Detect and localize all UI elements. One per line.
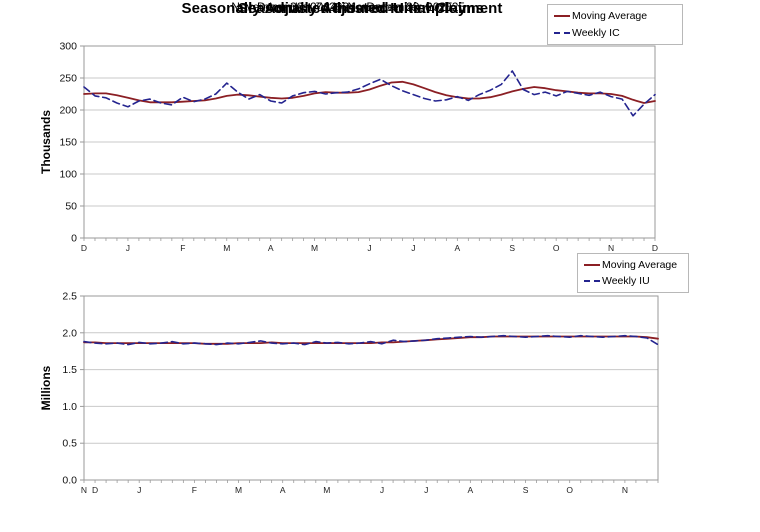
x-month-label: J (411, 243, 415, 253)
y-tick-label: 300 (59, 41, 77, 53)
x-month-label: J (424, 485, 428, 495)
x-month-label: J (126, 243, 130, 253)
moving-average-line-icon (584, 264, 600, 266)
x-month-label: J (380, 485, 384, 495)
plot-border (83, 295, 659, 481)
y-tick-label: 2.5 (62, 291, 77, 303)
legend-item-moving-average: Moving Average (554, 10, 676, 22)
x-month-label: O (553, 243, 560, 253)
y-tick-label: 100 (59, 169, 77, 181)
x-month-label: D (652, 243, 658, 253)
x-month-label: A (268, 243, 274, 253)
x-month-label: S (509, 243, 515, 253)
weekly-iu-line-icon (584, 280, 600, 282)
y-tick-label: 0 (71, 233, 77, 245)
initial-claims-y-axis-label: Thousands (39, 109, 53, 175)
legend-label: Weekly IU (602, 275, 650, 287)
x-month-label: J (137, 485, 141, 495)
y-tick-label: 0.0 (62, 475, 77, 487)
x-month-label: S (523, 485, 529, 495)
legend-item-moving-average: Moving Average (584, 259, 682, 271)
series-line-weekly-iu (83, 334, 659, 346)
x-month-label: N (81, 485, 87, 495)
moving-average-line-icon (554, 15, 570, 18)
x-month-label: F (180, 243, 185, 253)
y-tick-label: 0.5 (62, 438, 77, 450)
initial-claims-title: Seasonally Adjusted Initial Claims (237, 0, 485, 17)
chart-plot-1: 0.00.51.01.52.02.5N D J F M A M J J A S O N (62, 291, 659, 495)
x-month-label: A (468, 485, 474, 495)
x-month-label: D (81, 243, 87, 253)
insured-unemployment-subtitle: November 30, 2024 - November 29, 2025 (231, 0, 453, 14)
initial-claims-legend: Moving Average Weekly IC (547, 4, 683, 45)
x-month-label: M (323, 485, 330, 495)
weekly-ic-line-icon (554, 31, 570, 34)
x-month-label: A (280, 485, 286, 495)
y-tick-label: 2.0 (62, 327, 77, 339)
x-month-label: M (235, 485, 242, 495)
y-tick-label: 50 (65, 201, 77, 213)
legend-label: Weekly IC (572, 26, 620, 39)
x-month-label: N (622, 485, 628, 495)
y-tick-label: 1.5 (62, 364, 77, 376)
x-month-label: N (608, 243, 614, 253)
x-month-label: A (455, 243, 461, 253)
y-tick-label: 250 (59, 73, 77, 85)
series-line-moving-average (83, 335, 659, 345)
chart-plot-0: 0 50 100 150 200 250 300 D J F M A M J J A S O N D (59, 41, 658, 254)
initial-claims-subtitle: December 7, 2024 - December 6, 2025 (256, 0, 466, 14)
insured-unemployment-y-axis-label: Millions (39, 365, 53, 411)
insured-unemployment-title: Seasonally Adjusted Insured Unemployment (181, 0, 503, 17)
x-month-label: D (92, 485, 98, 495)
x-month-label: O (566, 485, 573, 495)
y-tick-label: 200 (59, 105, 77, 117)
x-month-label: M (223, 243, 230, 253)
legend-item-weekly-iu: Weekly IU (584, 275, 682, 287)
series-line-moving-average (83, 80, 656, 104)
y-tick-label: 1.0 (62, 401, 77, 413)
x-month-label: M (311, 243, 318, 253)
legend-label: Moving Average (572, 10, 648, 23)
y-tick-label: 150 (59, 137, 77, 149)
legend-label: Moving Average (602, 259, 678, 271)
x-month-label: J (367, 243, 371, 253)
series-line-weekly-ic (83, 70, 656, 117)
x-month-label: F (192, 485, 197, 495)
legend-item-weekly-ic: Weekly IC (554, 27, 676, 39)
insured-unemployment-legend: Moving Average Weekly IU (577, 253, 689, 293)
